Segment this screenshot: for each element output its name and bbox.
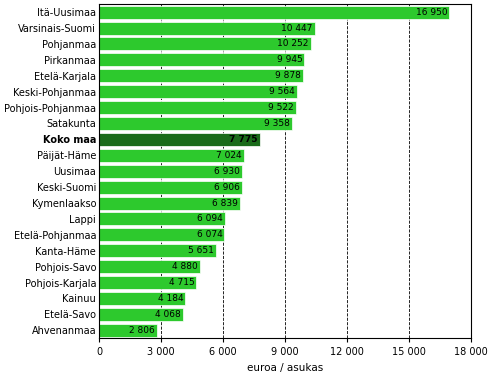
- Text: 4 715: 4 715: [169, 278, 194, 287]
- Bar: [99, 308, 183, 321]
- Text: 6 906: 6 906: [214, 182, 240, 192]
- Bar: [99, 21, 315, 35]
- Bar: [99, 196, 240, 210]
- Bar: [99, 244, 215, 257]
- Text: 6 930: 6 930: [214, 167, 240, 176]
- Text: 4 880: 4 880: [172, 262, 198, 271]
- Bar: [99, 228, 224, 241]
- Text: 4 184: 4 184: [158, 294, 184, 303]
- Text: 9 878: 9 878: [275, 71, 301, 80]
- Text: 6 094: 6 094: [197, 215, 223, 224]
- Bar: [99, 165, 242, 178]
- Text: 9 564: 9 564: [269, 87, 295, 96]
- Text: 9 358: 9 358: [264, 119, 290, 128]
- Text: 9 945: 9 945: [277, 55, 303, 64]
- Text: 6 839: 6 839: [213, 199, 238, 207]
- Bar: [99, 212, 225, 225]
- Text: 2 806: 2 806: [129, 326, 155, 335]
- Bar: [99, 324, 157, 337]
- Text: 10 252: 10 252: [277, 40, 309, 48]
- Bar: [99, 37, 311, 51]
- Bar: [99, 53, 305, 66]
- Bar: [99, 85, 297, 98]
- Bar: [99, 276, 196, 289]
- Text: 7 775: 7 775: [229, 135, 258, 144]
- Text: 16 950: 16 950: [416, 8, 447, 17]
- Text: 9 522: 9 522: [268, 103, 294, 112]
- Bar: [99, 101, 296, 114]
- Bar: [99, 6, 449, 18]
- Bar: [99, 181, 242, 194]
- Bar: [99, 292, 185, 305]
- Text: 4 068: 4 068: [155, 310, 181, 319]
- Text: 5 651: 5 651: [188, 246, 214, 255]
- Text: 6 074: 6 074: [197, 230, 222, 239]
- Bar: [99, 117, 292, 130]
- X-axis label: euroa / asukas: euroa / asukas: [247, 363, 323, 373]
- Text: 10 447: 10 447: [281, 23, 313, 32]
- Bar: [99, 69, 303, 82]
- Bar: [99, 133, 260, 146]
- Bar: [99, 149, 244, 162]
- Bar: [99, 260, 200, 273]
- Text: 7 024: 7 024: [216, 151, 242, 160]
